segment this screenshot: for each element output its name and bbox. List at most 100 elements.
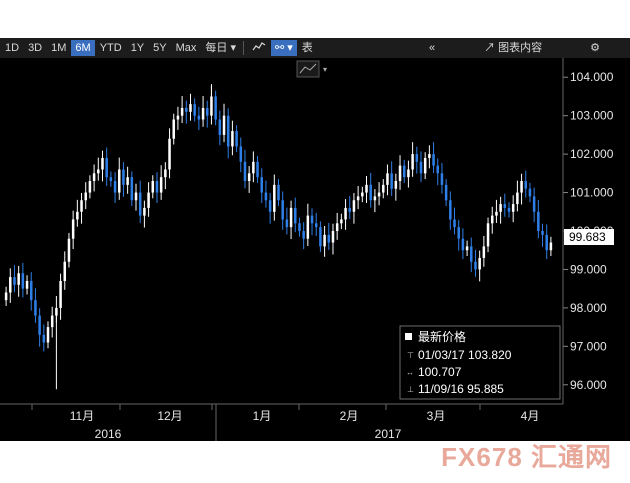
candle	[390, 161, 393, 197]
candle	[180, 96, 184, 123]
candle-body	[67, 238, 71, 262]
candle-body	[243, 161, 247, 182]
candle-body	[419, 161, 423, 174]
range-max-button[interactable]: Max	[175, 42, 197, 54]
candle-body	[327, 234, 331, 243]
candle-body	[432, 154, 435, 166]
candle-body	[499, 204, 502, 212]
candle-body	[470, 246, 473, 262]
candle-body	[117, 169, 121, 193]
range-1m-button[interactable]: 1M	[51, 42, 67, 54]
candle	[151, 175, 155, 199]
compare-icon[interactable]: ⚯ ▾	[271, 40, 297, 56]
candle	[327, 222, 331, 250]
candle	[122, 162, 125, 197]
candle-body	[235, 131, 238, 147]
candle	[117, 157, 121, 200]
candle-body	[507, 207, 511, 212]
candle-body	[222, 115, 226, 135]
candle-body	[503, 204, 507, 208]
candle-body	[109, 177, 113, 182]
candle-body	[247, 173, 251, 182]
candle-body	[306, 215, 310, 239]
candle-body	[189, 104, 192, 112]
candle-body	[520, 181, 523, 193]
frequency-label: 每日	[205, 42, 228, 54]
candle-body	[335, 223, 339, 231]
range-6m-button[interactable]: 6M	[71, 40, 95, 56]
collapse-icon[interactable]: «	[428, 42, 436, 54]
y-tick-label: 104.000	[570, 70, 614, 84]
candle-body	[80, 200, 83, 212]
candle	[436, 158, 440, 186]
settings-gear-icon[interactable]: ⚙	[590, 42, 600, 54]
candle	[201, 96, 205, 127]
x-year-label: 2017	[375, 427, 402, 441]
candle-body	[97, 169, 100, 174]
candle	[407, 160, 410, 188]
candle-body	[84, 192, 87, 201]
candle	[516, 180, 519, 212]
chart-content-label: 图表内容	[498, 42, 543, 54]
candle-body	[201, 107, 205, 120]
candle-body	[486, 223, 490, 247]
candle	[520, 173, 523, 205]
range-1d-button[interactable]: 1D	[5, 42, 20, 54]
y-tick-label: 99.000	[570, 262, 607, 276]
frequency-select[interactable]: 每日 ▾	[201, 40, 240, 56]
candle-body	[377, 192, 381, 197]
candle	[63, 251, 67, 290]
candle-body	[130, 177, 134, 201]
range-3d-button[interactable]: 3D	[28, 42, 43, 54]
candle-body	[143, 207, 146, 216]
candle	[46, 321, 50, 349]
candle-body	[63, 261, 67, 281]
candle-body	[185, 107, 188, 112]
candle	[511, 195, 515, 223]
candle	[361, 186, 364, 203]
candle	[239, 137, 243, 173]
y-tick-label: 96.000	[570, 378, 607, 392]
candlestick-chart: ▾ 96.00097.00098.00099.000100.000101.000…	[0, 58, 614, 441]
x-tick-label: 2月	[340, 409, 359, 423]
candle-body	[340, 219, 343, 224]
candle	[84, 182, 87, 210]
candle	[29, 272, 33, 311]
candle-body	[76, 211, 79, 220]
candle-body	[277, 184, 280, 201]
table-button[interactable]: 表	[301, 42, 313, 54]
candle-body	[386, 173, 389, 185]
y-tick-label: 103.000	[570, 109, 614, 123]
candle	[294, 197, 297, 233]
footer-strip	[0, 441, 630, 483]
candle-body	[294, 207, 297, 224]
candle-body	[205, 107, 209, 116]
chart-content-button[interactable]: ↗ 图表内容	[480, 40, 546, 56]
candle	[13, 265, 16, 293]
chart-type-icon[interactable]: ▾	[296, 60, 327, 78]
candle	[331, 223, 335, 255]
range-1y-button[interactable]: 1Y	[130, 42, 145, 54]
y-tick-label: 98.000	[570, 301, 607, 315]
low-marker-icon: ⊥	[407, 385, 414, 394]
candle-body	[122, 169, 125, 185]
candle-body	[197, 115, 201, 120]
candle	[394, 173, 398, 201]
candle-body	[260, 177, 263, 193]
range-5y-button[interactable]: 5Y	[153, 42, 167, 54]
candle	[549, 236, 553, 256]
candle-body	[495, 211, 498, 216]
line-chart-icon[interactable]	[248, 40, 270, 56]
candle	[197, 106, 201, 130]
candle	[461, 228, 465, 260]
candle	[356, 186, 360, 210]
candle	[155, 172, 159, 203]
candle	[101, 150, 104, 182]
candle-body	[71, 219, 75, 239]
candle-body	[4, 292, 8, 301]
candle-body	[444, 184, 448, 201]
candle-body	[92, 173, 96, 182]
x-tick-label: 12月	[157, 409, 182, 423]
range-ytd-button[interactable]: YTD	[99, 42, 122, 54]
candle	[218, 110, 222, 146]
